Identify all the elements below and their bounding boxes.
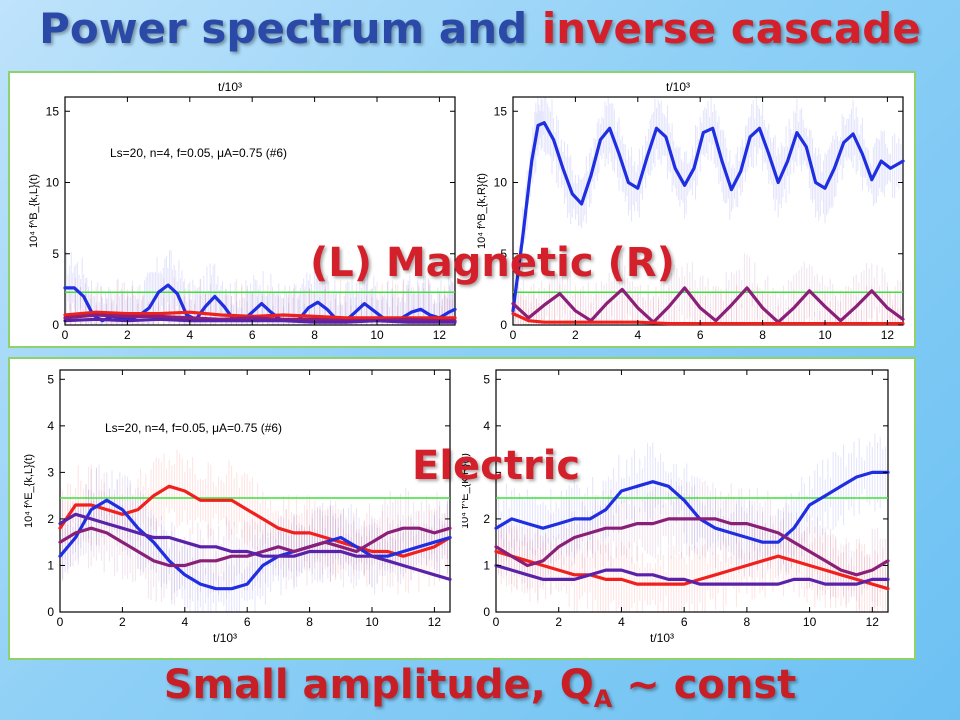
y-tick-label: 0: [47, 605, 54, 619]
x-tick-label: 0: [62, 328, 69, 342]
electric-panel: [8, 357, 916, 660]
x-tick-label: 4: [634, 328, 641, 342]
series-line-blue: [58, 498, 452, 591]
plot-frame: [495, 369, 889, 613]
x-tick-label: 12: [433, 328, 447, 342]
y-axis-label: 10⁴ f^E_{k,L}(t): [23, 454, 35, 528]
y-tick-label: 10: [46, 176, 60, 190]
x-tick-label: 4: [618, 615, 625, 629]
x-tick-label: 8: [311, 328, 318, 342]
y-tick-label: 10: [494, 176, 508, 190]
footer-text2: ~ const: [612, 662, 797, 708]
series-line-red: [63, 310, 457, 320]
y-axis-label: 10⁴ f^B_{k,L}(t): [28, 174, 40, 248]
x-tick-label: 0: [510, 328, 517, 342]
series-line-violet: [494, 563, 890, 586]
x-tick-label: 2: [124, 328, 131, 342]
y-tick-label: 1: [47, 558, 54, 572]
x-tick-label: 6: [697, 328, 704, 342]
x-tick-label: 2: [119, 615, 126, 629]
x-axis-label: t/10³: [650, 631, 674, 645]
y-tick-label: 4: [47, 419, 54, 433]
y-axis-label: 10⁴ f^B_{k,R}(t): [476, 173, 488, 249]
x-tick-label: 6: [244, 615, 251, 629]
x-tick-label: 10: [803, 615, 817, 629]
x-tick-label: 12: [881, 328, 895, 342]
x-tick-label: 12: [866, 615, 880, 629]
y-tick-label: 4: [483, 419, 490, 433]
title-part2: inverse cascade: [541, 4, 921, 53]
x-tick-label: 0: [57, 615, 64, 629]
y-tick-label: 5: [483, 372, 490, 386]
y-tick-label: 5: [47, 372, 54, 386]
x-tick-label: 0: [493, 615, 500, 629]
y-tick-label: 15: [46, 104, 60, 118]
noise-band-red: [495, 519, 886, 612]
x-tick-label: 8: [744, 615, 751, 629]
x-axis-label: t/10³: [213, 631, 237, 645]
y-tick-label: 3: [47, 465, 54, 479]
footer-caption: Small amplitude, QA ~ const: [0, 662, 960, 713]
electric-label: Electric: [412, 443, 581, 489]
magnetic-right-plot: 0 2 4 6 8 10 12 0 5 10 15 t/10³ 10⁴ f^B_{k,R}(t): [476, 80, 905, 342]
y-tick-label: 0: [500, 318, 507, 332]
slide-title: Power spectrum and inverse cascade: [0, 4, 960, 53]
magnetic-panel: [8, 71, 916, 348]
series-line-blue: [511, 121, 905, 313]
noise-band-red: [59, 449, 448, 595]
footer-text1: Small amplitude, Q: [163, 662, 594, 708]
x-tick-label: 10: [365, 615, 379, 629]
x-tick-label: 10: [818, 328, 832, 342]
y-tick-label: 3: [483, 465, 490, 479]
plot-frame: [59, 369, 451, 613]
y-tick-label: 2: [483, 512, 490, 526]
x-tick-label: 4: [186, 328, 193, 342]
x-axis-label: t/10³: [218, 80, 242, 94]
series-line-purple: [511, 286, 905, 324]
series-line-purple: [494, 517, 890, 577]
magnetic-left-plot: 0 2 4 6 8 10 12 0 5 10 15 t/10³ 10⁴ f^B_{k,L}(t) Ls=2…: [28, 80, 457, 342]
chart-annotation: Ls=20, n=4, f=0.05, μA=0.75 (#6): [105, 421, 282, 435]
x-axis-label: t/10³: [666, 80, 690, 94]
x-tick-label: 8: [306, 615, 313, 629]
x-tick-label: 12: [428, 615, 442, 629]
x-tick-label: 4: [181, 615, 188, 629]
y-tick-label: 2: [47, 512, 54, 526]
magnetic-label: (L) Magnetic (R): [310, 240, 675, 286]
y-axis-label: 10⁴ f^E_{k,R}(t): [462, 453, 471, 529]
plot-frame: [64, 96, 456, 326]
y-tick-label: 5: [52, 247, 59, 261]
series-line-purple: [63, 313, 457, 323]
chart-annotation: Ls=20, n=4, f=0.05, μA=0.75 (#6): [110, 146, 287, 160]
x-tick-label: 2: [572, 328, 579, 342]
x-tick-label: 2: [555, 615, 562, 629]
y-tick-label: 0: [483, 605, 490, 619]
footer-subscript: A: [593, 685, 613, 713]
series-line-blue: [494, 470, 890, 544]
y-tick-label: 5: [500, 247, 507, 261]
title-part1: Power spectrum and: [39, 4, 528, 53]
x-tick-label: 6: [681, 615, 688, 629]
x-tick-label: 10: [370, 328, 384, 342]
series-line-violet: [58, 512, 452, 581]
y-tick-label: 1: [483, 558, 490, 572]
x-tick-label: 6: [249, 328, 256, 342]
series-line-violet: [63, 317, 457, 324]
y-tick-label: 15: [494, 104, 508, 118]
x-tick-label: 8: [759, 328, 766, 342]
y-tick-label: 0: [52, 318, 59, 332]
